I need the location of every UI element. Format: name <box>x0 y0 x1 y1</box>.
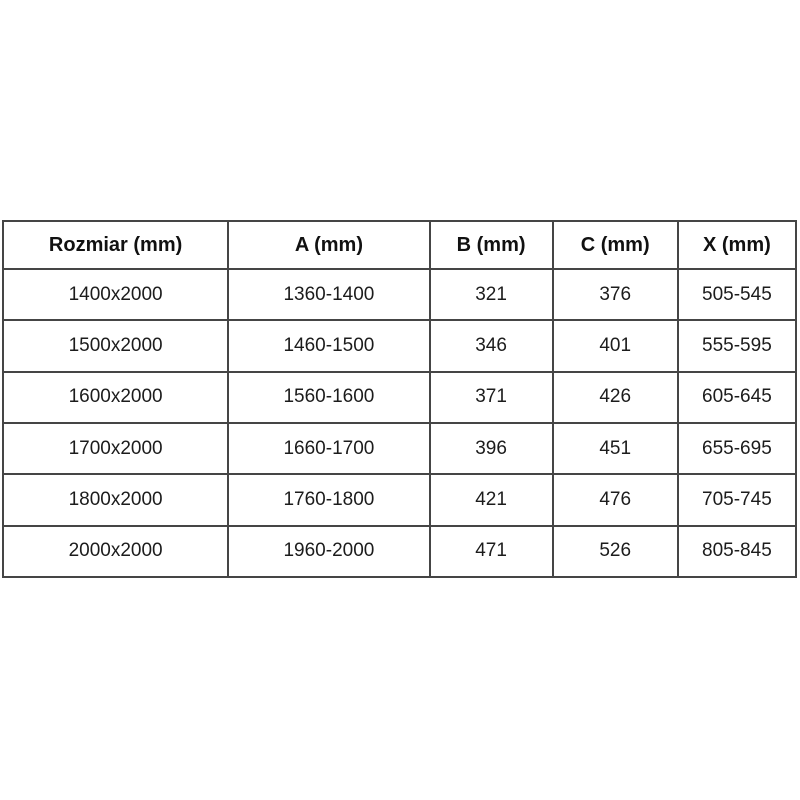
table-cell: 505-545 <box>676 267 798 322</box>
table-row: 1600x2000 1560-1600 371 426 605-645 <box>1 370 798 424</box>
table-cell: 655-695 <box>676 421 798 476</box>
table-cell: 1660-1700 <box>227 421 431 476</box>
table-row: 1800x2000 1760-1800 421 476 705-745 <box>1 473 798 527</box>
table-cell: 2000x2000 <box>1 524 230 579</box>
table-cell: 1400x2000 <box>1 267 230 322</box>
table-cell: 471 <box>428 524 554 579</box>
table-cell: 371 <box>428 370 554 424</box>
table-cell: 1760-1800 <box>227 473 431 527</box>
table-cell: 346 <box>428 319 554 373</box>
header-row: Rozmiar (mm) A (mm) B (mm) C (mm) X (mm) <box>1 220 798 270</box>
table-cell: 1560-1600 <box>227 370 431 424</box>
table-cell: 1600x2000 <box>1 370 230 424</box>
table-cell: 396 <box>428 421 554 476</box>
table-header: Rozmiar (mm) A (mm) B (mm) C (mm) X (mm) <box>1 220 798 270</box>
table-row: 1700x2000 1660-1700 396 451 655-695 <box>1 421 798 476</box>
table-cell: 476 <box>551 473 679 527</box>
table-cell: 526 <box>551 524 679 579</box>
table-cell: 376 <box>551 267 679 322</box>
table-cell: 605-645 <box>676 370 798 424</box>
dimension-spec-table: Rozmiar (mm) A (mm) B (mm) C (mm) X (mm) 140… <box>1 220 798 579</box>
table-cell: 1800x2000 <box>1 473 230 527</box>
table-row: 1400x2000 1360-1400 321 376 505-545 <box>1 267 798 322</box>
table-cell: 401 <box>551 319 679 373</box>
table-cell: 321 <box>428 267 554 322</box>
table-cell: 421 <box>428 473 554 527</box>
table-row: 2000x2000 1960-2000 471 526 805-845 <box>1 524 798 579</box>
header-cell: Rozmiar (mm) <box>1 220 230 270</box>
header-cell: X (mm) <box>676 220 798 270</box>
table-cell: 1960-2000 <box>227 524 431 579</box>
table-cell: 555-595 <box>676 319 798 373</box>
table-cell: 1360-1400 <box>227 267 431 322</box>
table-body: 1400x2000 1360-1400 321 376 505-545 1500x2000… <box>1 267 798 579</box>
table-row: 1500x2000 1460-1500 346 401 555-595 <box>1 319 798 373</box>
table-cell: 1460-1500 <box>227 319 431 373</box>
dimension-spec-table-container: Rozmiar (mm) A (mm) B (mm) C (mm) X (mm) 140… <box>1 220 798 579</box>
table-cell: 451 <box>551 421 679 476</box>
table-cell: 805-845 <box>676 524 798 579</box>
table-cell: 426 <box>551 370 679 424</box>
header-cell: C (mm) <box>551 220 679 270</box>
table-cell: 1500x2000 <box>1 319 230 373</box>
table-cell: 705-745 <box>676 473 798 527</box>
header-cell: A (mm) <box>227 220 431 270</box>
header-cell: B (mm) <box>428 220 554 270</box>
table-cell: 1700x2000 <box>1 421 230 476</box>
